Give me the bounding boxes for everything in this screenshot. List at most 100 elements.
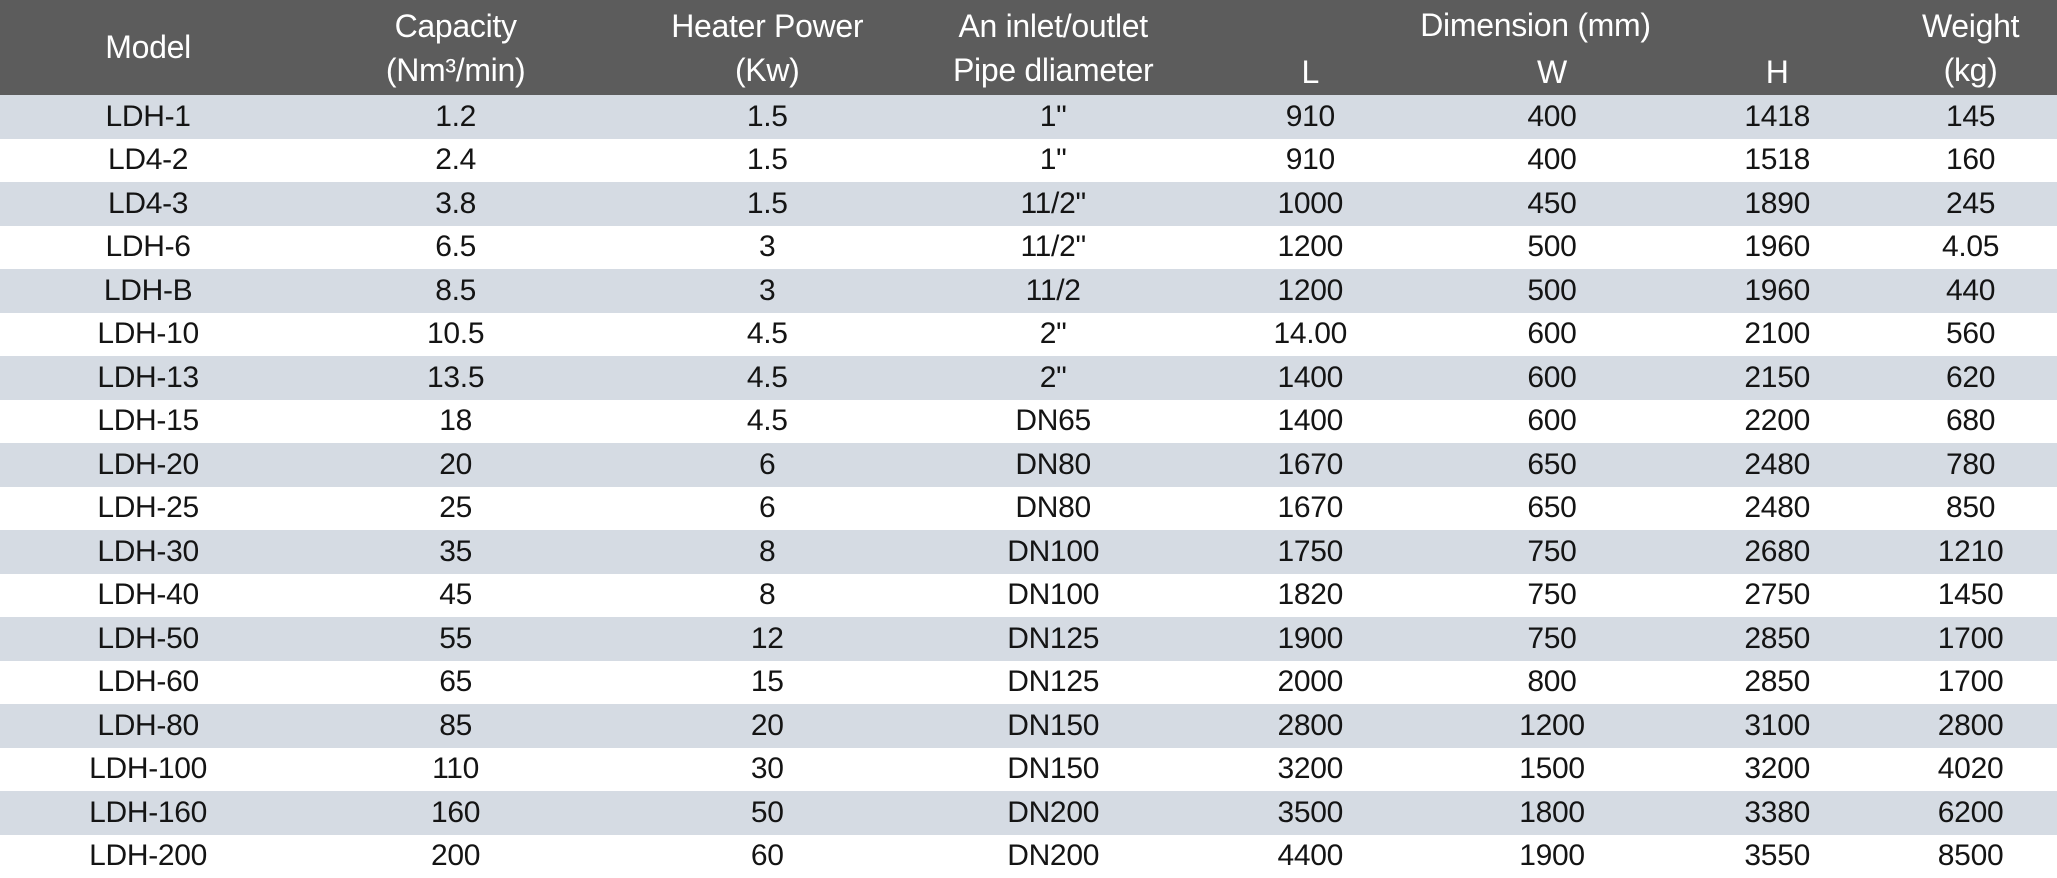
cell-dim-w: 500	[1433, 225, 1671, 269]
col-header-weight-line1: Weight	[1921, 8, 2020, 44]
cell-heater-power: 50	[615, 791, 920, 835]
cell-dim-h: 2480	[1670, 486, 1885, 530]
cell-dim-h: 2850	[1670, 660, 1885, 704]
col-header-weight: Weight (kg)	[1884, 0, 2057, 95]
cell-dim-h: 2680	[1670, 530, 1885, 574]
cell-capacity: 200	[296, 834, 616, 878]
cell-capacity: 110	[296, 747, 616, 791]
cell-heater-power: 6	[615, 443, 920, 487]
cell-dim-w: 400	[1433, 138, 1671, 182]
table-row: LDH-80 85 20 DN150 2800 1200 3100 2800	[0, 704, 2057, 748]
cell-model: LDH-10	[0, 312, 297, 356]
col-header-model: Model	[0, 0, 297, 95]
table-row: LDH-160 160 50 DN200 3500 1800 3380 6200	[0, 791, 2057, 835]
cell-heater-power: 1.5	[615, 95, 920, 139]
cell-dim-w: 750	[1433, 573, 1671, 617]
cell-dim-l: 1400	[1186, 356, 1434, 400]
cell-heater-power: 30	[615, 747, 920, 791]
cell-dim-w: 500	[1433, 269, 1671, 313]
cell-capacity: 35	[296, 530, 616, 574]
cell-capacity: 20	[296, 443, 616, 487]
cell-heater-power: 20	[615, 704, 920, 748]
cell-capacity: 18	[296, 399, 616, 443]
cell-dim-h: 2750	[1670, 573, 1885, 617]
cell-model: LDH-1	[0, 95, 297, 139]
cell-heater-power: 1.5	[615, 182, 920, 226]
cell-pipe-diameter: 2"	[919, 356, 1187, 400]
cell-heater-power: 3	[615, 269, 920, 313]
cell-dim-l: 1200	[1186, 269, 1434, 313]
cell-model: LD4-3	[0, 182, 297, 226]
cell-weight: 620	[1884, 356, 2057, 400]
cell-weight: 2800	[1884, 704, 2057, 748]
col-header-capacity: Capacity (Nm³/min)	[296, 0, 616, 95]
col-header-dim-w: W	[1433, 50, 1671, 95]
cell-dim-l: 1670	[1186, 486, 1434, 530]
cell-weight: 1450	[1884, 573, 2057, 617]
cell-heater-power: 1.5	[615, 138, 920, 182]
cell-weight: 4.05	[1884, 225, 2057, 269]
cell-heater-power: 4.5	[615, 356, 920, 400]
cell-weight: 1210	[1884, 530, 2057, 574]
cell-dim-w: 400	[1433, 95, 1671, 139]
cell-dim-h: 1960	[1670, 225, 1885, 269]
table-row: LDH-15 18 4.5 DN65 1400 600 2200 680	[0, 399, 2057, 443]
table-row: LDH-10 10.5 4.5 2" 14.00 600 2100 560	[0, 312, 2057, 356]
cell-capacity: 55	[296, 617, 616, 661]
cell-weight: 1700	[1884, 617, 2057, 661]
cell-capacity: 1.2	[296, 95, 616, 139]
cell-heater-power: 3	[615, 225, 920, 269]
table-body: LDH-1 1.2 1.5 1" 910 400 1418 145 LD4-2 2.4 1.5 1" 9…	[0, 95, 2057, 878]
table-row: LDH-20 20 6 DN80 1670 650 2480 780	[0, 443, 2057, 487]
table-row: LDH-6 6.5 3 11/2" 1200 500 1960 4.05	[0, 225, 2057, 269]
cell-dim-w: 1500	[1433, 747, 1671, 791]
col-header-heater-line1: Heater Power	[671, 8, 864, 44]
cell-capacity: 13.5	[296, 356, 616, 400]
cell-dim-l: 910	[1186, 138, 1434, 182]
cell-weight: 850	[1884, 486, 2057, 530]
cell-pipe-diameter: DN150	[919, 747, 1187, 791]
cell-heater-power: 8	[615, 573, 920, 617]
cell-pipe-diameter: DN100	[919, 573, 1187, 617]
cell-dim-h: 1890	[1670, 182, 1885, 226]
cell-dim-w: 1200	[1433, 704, 1671, 748]
cell-dim-l: 1200	[1186, 225, 1434, 269]
table-row: LDH-60 65 15 DN125 2000 800 2850 1700	[0, 660, 2057, 704]
col-header-dimension: Dimension (mm)	[1186, 0, 1885, 50]
cell-model: LDH-160	[0, 791, 297, 835]
cell-pipe-diameter: DN80	[919, 443, 1187, 487]
cell-heater-power: 12	[615, 617, 920, 661]
table-row: LDH-B 8.5 3 11/2 1200 500 1960 440	[0, 269, 2057, 313]
cell-capacity: 10.5	[296, 312, 616, 356]
cell-model: LDH-30	[0, 530, 297, 574]
cell-capacity: 25	[296, 486, 616, 530]
cell-model: LDH-13	[0, 356, 297, 400]
cell-dim-l: 3200	[1186, 747, 1434, 791]
cell-dim-h: 2100	[1670, 312, 1885, 356]
col-header-capacity-line2: (Nm³/min)	[385, 52, 526, 88]
table-row: LDH-40 45 8 DN100 1820 750 2750 1450	[0, 573, 2057, 617]
cell-weight: 440	[1884, 269, 2057, 313]
cell-dim-l: 14.00	[1186, 312, 1434, 356]
col-header-heater-power: Heater Power (Kw)	[615, 0, 920, 95]
col-header-weight-line2: (kg)	[1943, 52, 1998, 88]
cell-heater-power: 15	[615, 660, 920, 704]
table-row: LDH-50 55 12 DN125 1900 750 2850 1700	[0, 617, 2057, 661]
cell-pipe-diameter: 11/2	[919, 269, 1187, 313]
cell-weight: 680	[1884, 399, 2057, 443]
cell-model: LDH-50	[0, 617, 297, 661]
cell-pipe-diameter: DN65	[919, 399, 1187, 443]
cell-model: LDH-100	[0, 747, 297, 791]
cell-capacity: 160	[296, 791, 616, 835]
cell-weight: 8500	[1884, 834, 2057, 878]
cell-dim-h: 2200	[1670, 399, 1885, 443]
cell-pipe-diameter: DN150	[919, 704, 1187, 748]
col-header-pipe-line1: An inlet/outlet	[958, 8, 1148, 44]
cell-dim-l: 1750	[1186, 530, 1434, 574]
cell-dim-l: 1820	[1186, 573, 1434, 617]
cell-model: LDH-80	[0, 704, 297, 748]
table-row: LDH-100 110 30 DN150 3200 1500 3200 4020	[0, 747, 2057, 791]
cell-capacity: 2.4	[296, 138, 616, 182]
cell-dim-w: 600	[1433, 399, 1671, 443]
cell-dim-w: 450	[1433, 182, 1671, 226]
